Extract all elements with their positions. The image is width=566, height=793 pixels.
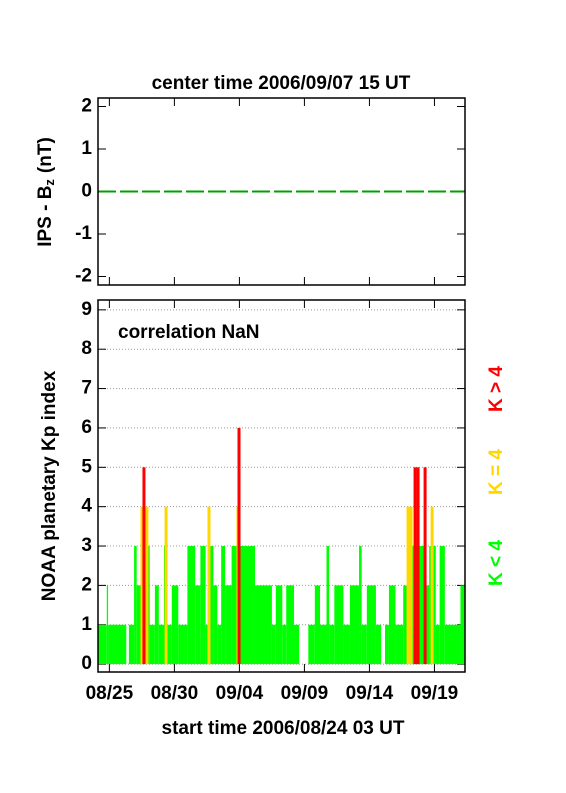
- bar: [395, 624, 404, 665]
- bar: [388, 585, 396, 665]
- bar: [140, 506, 144, 665]
- y-tick-label: 5: [81, 456, 92, 477]
- bar: [334, 585, 344, 665]
- bar: [349, 585, 360, 665]
- bar: [286, 585, 295, 665]
- bar: [444, 624, 461, 665]
- y-tick-label: 9: [81, 299, 92, 320]
- legend-label: K < 4: [486, 540, 507, 586]
- bar: [213, 585, 218, 665]
- bar: [282, 624, 287, 665]
- x-tick-label: 09/04: [216, 683, 264, 704]
- bar: [136, 585, 141, 665]
- bar: [225, 585, 232, 665]
- y-tick-label: 6: [81, 417, 92, 438]
- bar: [207, 506, 211, 665]
- bar: [108, 624, 127, 665]
- y-tick-label: 1: [81, 614, 92, 635]
- x-axis-label: start time 2006/08/24 03 UT: [162, 718, 405, 739]
- y-tick-label: 2: [81, 96, 92, 117]
- bar: [209, 546, 214, 665]
- y-axis-label-sub: z: [42, 179, 57, 186]
- y-tick-label: -1: [75, 223, 92, 244]
- y-tick-label: 4: [81, 496, 92, 517]
- bar: [385, 624, 389, 665]
- bar: [166, 624, 172, 665]
- bar: [217, 624, 222, 665]
- bar: [149, 624, 155, 665]
- bar: [320, 624, 327, 665]
- bar: [413, 467, 417, 665]
- bar: [343, 624, 350, 665]
- bar: [255, 585, 272, 665]
- x-tick-label: 08/30: [151, 683, 199, 704]
- x-tick-label: 09/09: [281, 683, 329, 704]
- bar: [98, 624, 107, 665]
- bar: [361, 624, 367, 665]
- y-tick-label: 8: [81, 338, 92, 359]
- bar: [154, 585, 159, 665]
- bar: [430, 506, 434, 665]
- y-tick-label: -2: [75, 266, 92, 287]
- bar: [106, 585, 109, 665]
- y-axis-label-main: IPS - B: [35, 186, 56, 247]
- y-axis-label-unit: (nT): [35, 137, 56, 173]
- bar: [145, 506, 149, 665]
- y-tick-label: 2: [81, 574, 92, 595]
- bar: [435, 624, 440, 665]
- bar: [171, 585, 179, 665]
- bar: [142, 467, 146, 665]
- bar: [200, 546, 206, 665]
- y-tick-label: 0: [81, 653, 92, 674]
- bar: [460, 585, 465, 665]
- bar: [275, 585, 283, 665]
- bar: [366, 585, 376, 665]
- bar: [416, 467, 420, 665]
- bar: [326, 546, 330, 665]
- annotation: correlation NaN: [118, 322, 259, 343]
- bar: [221, 546, 226, 665]
- bar: [164, 506, 168, 665]
- y-tick-label: 1: [81, 138, 92, 159]
- y-axis-label: IPS - Bz (nT): [35, 137, 57, 247]
- chart-title: center time 2006/09/07 15 UT: [152, 73, 411, 94]
- bar: [128, 624, 135, 665]
- legend-label: K > 4: [486, 366, 507, 412]
- bar: [406, 506, 410, 665]
- x-tick-label: 08/25: [86, 683, 134, 704]
- plot-frame: [97, 97, 466, 286]
- x-tick-label: 09/19: [411, 683, 459, 704]
- bar: [308, 624, 315, 665]
- y-axis-label: NOAA planetary Kp index: [39, 370, 60, 601]
- bar: [231, 546, 256, 665]
- bar: [158, 624, 164, 665]
- bar: [271, 624, 276, 665]
- legend-label: K = 4: [486, 449, 507, 495]
- x-tick-label: 09/14: [346, 683, 394, 704]
- bar: [187, 546, 196, 665]
- y-tick-label: 3: [81, 535, 92, 556]
- bar: [329, 624, 335, 665]
- bar: [178, 624, 188, 665]
- bar: [409, 506, 413, 665]
- bar: [375, 624, 382, 665]
- bar: [359, 546, 362, 665]
- bar: [195, 585, 201, 665]
- y-tick-label: 0: [81, 181, 92, 202]
- plot-frame: [97, 299, 466, 673]
- bar: [314, 585, 321, 665]
- y-tick-label: 7: [81, 378, 92, 399]
- bar: [294, 624, 300, 665]
- bar: [134, 546, 137, 665]
- bar: [423, 467, 427, 665]
- bar: [439, 546, 445, 665]
- bar: [237, 427, 241, 665]
- bar: [424, 585, 430, 665]
